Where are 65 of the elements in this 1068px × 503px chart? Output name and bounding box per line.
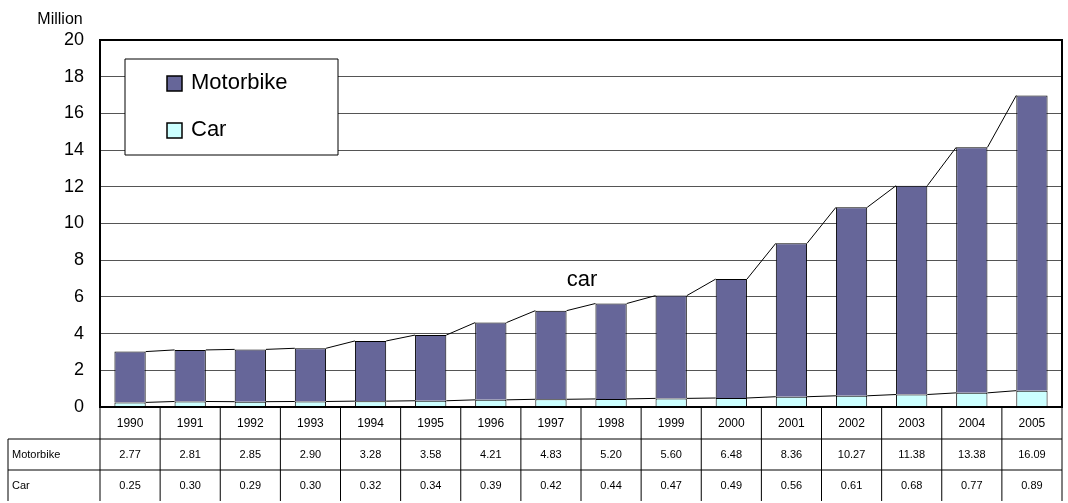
x-tick-label: 1998: [597, 415, 625, 430]
x-tick-label: 2003: [898, 415, 926, 430]
data-label: 0.42: [540, 478, 562, 491]
y-tick-label: 14: [63, 139, 84, 160]
y-tick-label: 4: [73, 322, 84, 343]
data-label: 0.68: [900, 478, 923, 491]
x-tick-label: 2002: [838, 415, 866, 430]
x-tick-label: 2000: [717, 415, 745, 430]
data-label: 2.77: [119, 447, 141, 460]
x-tick-label: 1995: [417, 415, 445, 430]
x-tick-label: 1996: [477, 415, 505, 430]
data-label: 0.39: [480, 478, 502, 491]
data-label: 0.29: [239, 478, 262, 491]
x-tick-label: 1999: [657, 415, 685, 430]
data-label: 0.77: [961, 478, 983, 491]
data-label: 0.89: [1021, 478, 1043, 491]
data-label: 0.32: [359, 478, 382, 491]
y-tick-label: 18: [63, 65, 84, 86]
y-axis-title: Million: [37, 10, 83, 27]
x-tick-label: 1994: [357, 415, 385, 430]
y-tick-label: 8: [73, 249, 84, 270]
y-tick-label: 20: [63, 28, 84, 49]
data-label: 0.49: [720, 478, 743, 491]
data-label: 4.21: [480, 447, 502, 460]
data-label: 5.60: [660, 447, 682, 460]
y-tick-label: 10: [63, 212, 84, 233]
y-tick-label: 0: [73, 395, 84, 416]
data-label: 4.83: [540, 447, 562, 460]
data-label: 2.85: [239, 447, 262, 460]
data-label: 0.34: [419, 478, 442, 491]
data-label: 2.90: [299, 447, 322, 460]
data-label: 0.30: [179, 478, 201, 491]
text: Motorbike: [12, 447, 61, 460]
x-tick-label: 1993: [297, 415, 325, 430]
data-label: 0.44: [600, 478, 622, 491]
data-label: 0.47: [660, 478, 682, 491]
data-label: 2.81: [179, 447, 201, 460]
legend-label: Car: [191, 116, 227, 142]
data-label: 11.38: [898, 447, 926, 460]
data-label: 0.61: [840, 478, 863, 491]
x-tick-label: 2004: [958, 415, 986, 430]
annotation: car: [566, 266, 598, 292]
x-tick-label: 1991: [176, 415, 204, 430]
x-tick-label: 1992: [236, 415, 264, 430]
data-label: 3.28: [359, 447, 382, 460]
y-tick-label: 16: [63, 102, 84, 123]
data-label: 6.48: [720, 447, 743, 460]
data-label: 5.20: [600, 447, 622, 460]
data-label: 0.30: [299, 478, 322, 491]
data-label: 3.58: [419, 447, 442, 460]
x-tick-label: 2005: [1018, 415, 1046, 430]
x-tick-label: 1997: [537, 415, 565, 430]
data-label: 8.36: [780, 447, 803, 460]
data-label: 13.38: [958, 447, 986, 460]
y-tick-label: 2: [73, 359, 84, 380]
data-label: 16.09: [1018, 447, 1046, 460]
x-tick-label: 1990: [116, 415, 144, 430]
data-label: 0.56: [780, 478, 803, 491]
text: Car: [12, 478, 30, 491]
x-tick-label: 2001: [778, 415, 806, 430]
y-tick-label: 6: [73, 285, 84, 306]
data-label: 10.27: [837, 447, 866, 460]
legend-label: Motorbike: [191, 69, 288, 95]
y-tick-label: 12: [63, 175, 84, 196]
data-label: 0.25: [119, 478, 141, 491]
